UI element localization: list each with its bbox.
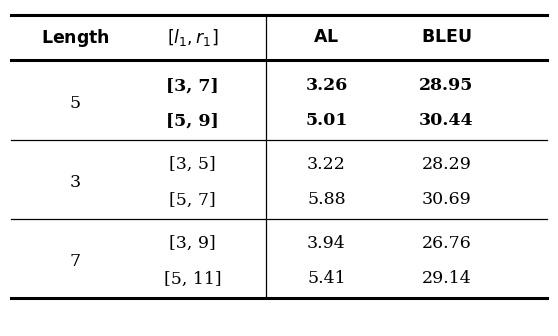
Text: 3.22: 3.22 (307, 156, 346, 173)
Text: $\mathbf{AL}$: $\mathbf{AL}$ (314, 29, 339, 46)
Text: [5, 9]: [5, 9] (166, 113, 219, 129)
Text: [5, 7]: [5, 7] (169, 192, 216, 208)
Text: [3, 9]: [3, 9] (169, 235, 216, 252)
Text: $[l_1, r_1]$: $[l_1, r_1]$ (167, 27, 218, 48)
Text: 5: 5 (70, 95, 81, 112)
Text: $\mathbf{BLEU}$: $\mathbf{BLEU}$ (421, 29, 472, 46)
Text: 30.44: 30.44 (419, 113, 474, 129)
Text: [5, 11]: [5, 11] (163, 270, 222, 287)
Text: $\mathbf{Length}$: $\mathbf{Length}$ (41, 27, 110, 49)
Text: 5.88: 5.88 (307, 192, 346, 208)
Text: 28.29: 28.29 (421, 156, 472, 173)
Text: 5.41: 5.41 (307, 270, 346, 287)
Text: 3.26: 3.26 (305, 77, 348, 94)
Text: [3, 5]: [3, 5] (169, 156, 216, 173)
Text: 28.95: 28.95 (419, 77, 474, 94)
Text: 3: 3 (70, 174, 81, 191)
Text: 7: 7 (70, 253, 81, 270)
Text: [3, 7]: [3, 7] (166, 77, 219, 94)
Text: 26.76: 26.76 (421, 235, 472, 252)
Text: 3.94: 3.94 (307, 235, 346, 252)
Text: 5.01: 5.01 (305, 113, 348, 129)
Text: 30.69: 30.69 (421, 192, 472, 208)
Text: 29.14: 29.14 (421, 270, 472, 287)
